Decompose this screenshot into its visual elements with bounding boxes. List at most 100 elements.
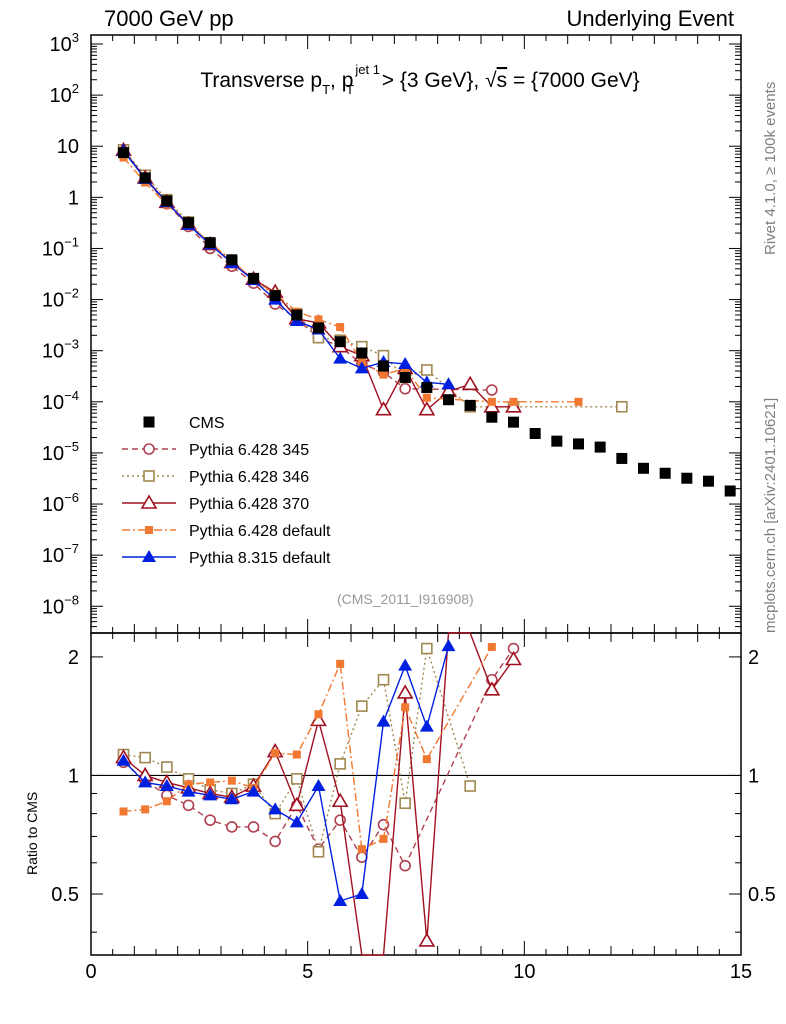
main-y-tick-base: 1 [68,187,79,209]
data-point-p346 [312,845,325,858]
main-y-tick-exponent: 2 [72,81,79,96]
data-point-p370 [505,650,522,666]
series-p346 [117,144,628,413]
data-point-p345 [486,384,498,396]
data-point-p8 [311,779,326,792]
x-tick-label: 0 [85,961,96,983]
data-point-cms [248,272,259,284]
data-point-cms [659,467,671,479]
series-line-p428def [123,646,493,851]
main-y-tick-label: 10−3 [42,337,79,363]
series-cms [118,147,736,497]
data-point-p8 [246,784,261,797]
data-point-p346 [377,673,390,686]
data-point-p428def [509,397,518,406]
series-line-p8 [122,150,449,386]
data-point-p8 [419,719,434,732]
data-point-p345 [247,821,260,833]
ratio-y-tick-label-right: 1 [748,765,759,787]
data-point-cms [291,309,303,321]
data-point-p8 [203,788,218,801]
main-y-tick-label: 10−5 [42,439,79,465]
data-point-cms [529,427,541,439]
data-point-p428def [574,397,583,406]
ratio-y-tick-label: 0.5 [51,884,79,906]
data-point-p346 [291,773,303,785]
series-p8 [116,143,456,390]
main-y-tick-base: 10 [42,238,64,260]
main-y-tick-label: 10−4 [42,388,79,414]
data-point-p8 [224,792,239,805]
data-point-p370 [418,932,436,947]
header-beam-label: 7000 GeV pp [104,6,234,31]
legend-label-cms: CMS [189,415,225,432]
data-point-cms [638,462,649,474]
data-point-p345 [399,382,411,395]
series-line-p8 [123,645,450,902]
data-point-p346 [421,364,433,376]
main-series-layer [115,141,736,497]
data-point-cms [204,237,216,249]
data-point-p428def [487,642,496,651]
main-y-tick-base: 10 [42,392,64,414]
main-y-tick-label: 10−2 [42,286,79,312]
data-point-p428def [314,315,323,324]
data-point-p428def [141,805,150,814]
main-y-tick-exponent: −6 [64,490,79,505]
series-p428def [119,153,583,406]
data-point-p370 [461,375,479,391]
series-p370 [115,141,522,416]
legend-marker-p346 [143,470,155,482]
data-point-cms [139,172,151,184]
series-p428def [119,642,496,854]
data-point-p8 [441,377,456,390]
data-point-p8 [181,784,196,797]
data-point-cms [421,382,433,394]
data-point-cms [226,254,238,266]
data-point-p428def [379,834,388,843]
legend-label-p345: Pythia 6.428 345 [189,442,309,459]
main-y-tick-exponent: −7 [64,541,79,556]
series-p8 [116,639,456,906]
legend-marker-cms [143,416,155,428]
data-point-p428def [227,776,236,785]
legend-label-p370: Pythia 6.428 370 [189,496,309,513]
data-point-cms [551,435,563,447]
main-y-tick-base: 10 [50,85,72,107]
data-point-p428def [357,845,366,854]
ratio-y-tick-label-right: 2 [748,647,759,669]
main-y-tick-base: 10 [42,596,64,618]
ratio-y-tick-label-right: 0.5 [748,884,776,906]
data-point-p428def [314,710,323,719]
data-point-cms [161,195,173,207]
ratio-y-label: Ratio to CMS [24,791,40,875]
main-y-tick-base: 10 [42,443,64,465]
data-point-p370 [375,401,392,416]
data-point-cms [724,485,736,497]
main-y-tick-base: 10 [57,136,79,158]
series-line-p370 [122,149,514,412]
data-point-p428def [119,807,128,816]
data-point-cms [594,441,606,453]
data-point-cms [616,452,628,464]
ratio-series-layer [115,632,522,956]
data-point-p428def [184,780,193,789]
main-plot-frame [90,34,742,634]
main-y-tick-base: 10 [42,545,64,567]
main-y-axis: 10310210110−110−210−310−410−510−610−710−… [42,30,741,634]
legend-label-p8: Pythia 8.315 default [189,550,331,567]
x-tick-label: 5 [302,961,313,983]
data-point-p8 [354,886,369,899]
data-point-p346 [139,751,151,764]
series-p345 [117,145,498,396]
data-point-p8 [376,714,391,727]
data-point-cms [681,472,693,484]
data-point-p346 [356,700,368,712]
data-point-p346 [616,400,628,413]
header-analysis-label: Underlying Event [566,6,734,31]
data-point-p346 [161,761,173,773]
data-point-p346 [464,780,476,792]
main-y-tick-exponent: −2 [64,286,79,301]
data-point-p370 [331,792,349,808]
